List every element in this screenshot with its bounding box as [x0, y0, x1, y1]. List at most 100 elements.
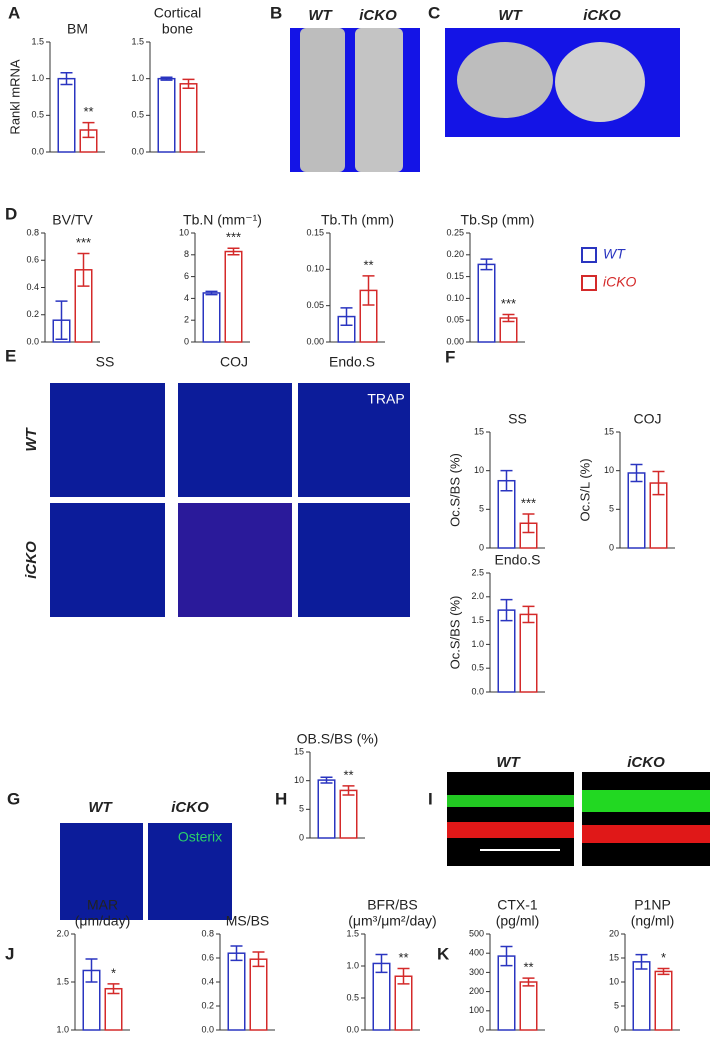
y-tick-label: 0.6 [201, 952, 214, 962]
y-tick-label: 0.15 [446, 271, 464, 281]
significance: ** [523, 960, 533, 975]
y-tick-label: 0 [184, 336, 189, 346]
bar [497, 955, 516, 1031]
y-tick-label: 10 [609, 976, 619, 986]
panel-letter: H [275, 789, 287, 808]
chart-title: OB.S/BS (%) [297, 731, 379, 747]
y-tick-label: 1.0 [471, 639, 484, 649]
image-label: iCKO [359, 7, 397, 24]
bar [249, 958, 268, 1031]
osterix-wt [60, 823, 143, 920]
panel-letter: K [437, 944, 450, 963]
trap-images [50, 383, 410, 617]
y-tick-label: 6 [184, 271, 189, 281]
image-label: WT [308, 7, 333, 24]
y-tick-label: 0.10 [306, 264, 324, 274]
y-tick-label: 0.0 [346, 1024, 359, 1034]
y-tick-label: 0.0 [31, 146, 44, 156]
panel-letter: C [428, 3, 440, 22]
chart-title: Tb.N (mm⁻¹) [183, 212, 262, 228]
error-bar [82, 121, 95, 139]
significance: * [661, 950, 666, 965]
y-tick-label: 10 [294, 775, 304, 785]
panel-letter: E [5, 346, 16, 365]
image-label: iCKO [583, 7, 621, 24]
y-tick-label: 1.0 [131, 73, 144, 83]
image-label: TRAP [367, 391, 404, 407]
bar [632, 961, 651, 1031]
bar [104, 987, 123, 1031]
error-bar [522, 513, 535, 534]
y-tick-label: 0.0 [131, 146, 144, 156]
bar [339, 789, 358, 839]
y-tick-label: 1.0 [31, 73, 44, 83]
y-tick-label: 0.2 [26, 309, 39, 319]
image-label: WT [498, 7, 523, 24]
image [298, 383, 410, 497]
red-band [447, 822, 574, 838]
y-axis-label: Oc.S/BS (%) [447, 596, 462, 670]
y-tick-label: 0.8 [201, 928, 214, 938]
image [178, 503, 292, 617]
y-tick-label: 0.20 [446, 249, 464, 259]
error-bar [522, 977, 535, 987]
y-tick-label: 0 [299, 832, 304, 842]
error-bar [320, 776, 333, 784]
significance: *** [521, 495, 536, 510]
image [50, 503, 165, 617]
chart-title: (pg/ml) [496, 913, 540, 929]
y-tick-label: 0 [614, 1024, 619, 1034]
y-tick-label: 0.10 [446, 293, 464, 303]
panel-letter: F [445, 347, 455, 366]
chart-title: Tb.Sp (mm) [461, 212, 535, 228]
bar [519, 613, 538, 693]
error-bar [362, 275, 375, 306]
y-tick-label: 0.0 [201, 1024, 214, 1034]
y-tick-label: 0.0 [26, 336, 39, 346]
y-tick-label: 5 [479, 504, 484, 514]
image-label: SS [96, 354, 115, 370]
y-tick-label: 0.5 [131, 110, 144, 120]
y-tick-label: 2.0 [471, 591, 484, 601]
chart-title: BV/TV [52, 212, 93, 228]
panel-letter: G [7, 789, 20, 808]
error-bar [60, 72, 73, 86]
error-bar [657, 967, 670, 976]
bar [317, 779, 336, 839]
y-tick-label: 100 [469, 1005, 484, 1015]
bar [627, 472, 646, 549]
y-tick-label: 0 [479, 1024, 484, 1034]
y-tick-label: 0.5 [31, 110, 44, 120]
chart-title: MS/BS [226, 913, 270, 929]
error-bar [342, 785, 355, 796]
legend-label: WT [603, 246, 626, 262]
panel-letter: J [5, 944, 14, 963]
error-bar [375, 953, 388, 974]
y-tick-label: 0 [479, 542, 484, 552]
panel-letter: I [428, 789, 433, 808]
y-tick-label: 2 [184, 315, 189, 325]
y-tick-label: 1.5 [31, 36, 44, 46]
chart-title: P1NP [634, 897, 671, 913]
chart-title: COJ [634, 411, 662, 427]
error-bar [652, 470, 665, 496]
error-bar [522, 605, 535, 624]
error-bar [227, 247, 240, 256]
y-tick-label: 0.00 [446, 336, 464, 346]
y-tick-label: 1.5 [471, 615, 484, 625]
y-tick-label: 2.5 [471, 567, 484, 577]
bar [477, 263, 496, 343]
y-tick-label: 0.6 [26, 255, 39, 265]
y-tick-label: 10 [604, 465, 614, 475]
bar [224, 250, 243, 343]
panel-letter: B [270, 3, 282, 22]
error-bar [85, 958, 98, 983]
image [298, 503, 410, 617]
y-tick-label: 1.0 [56, 1024, 69, 1034]
y-tick-label: 15 [604, 426, 614, 436]
image-label: WT [23, 427, 40, 452]
error-bar [635, 953, 648, 970]
label-icko [582, 772, 710, 866]
chart-title: SS [508, 411, 527, 427]
